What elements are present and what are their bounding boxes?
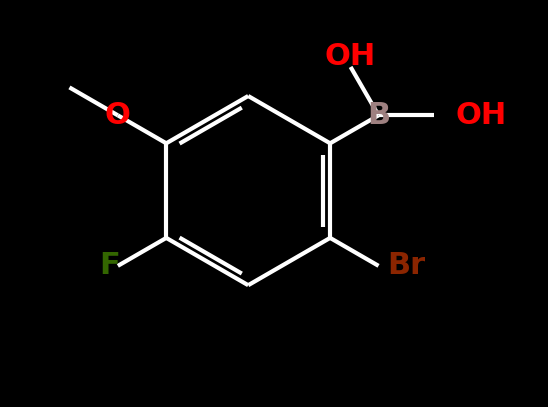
Text: OH: OH [456,101,507,130]
Text: Br: Br [387,252,425,280]
Text: F: F [99,252,119,280]
Text: OH: OH [325,42,376,71]
Text: O: O [105,101,131,130]
Text: B: B [367,101,390,130]
